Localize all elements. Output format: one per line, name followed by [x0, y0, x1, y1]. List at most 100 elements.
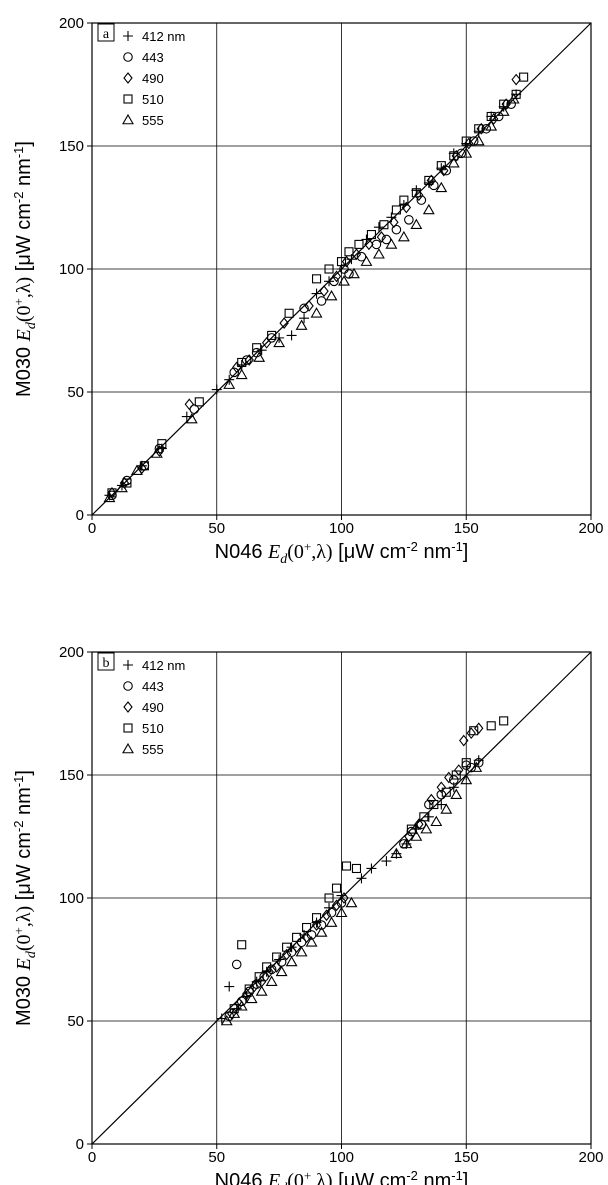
data-point-square: [157, 439, 167, 449]
data-point-triangle: [360, 255, 373, 266]
data-point-square: [262, 962, 272, 972]
data-point-square: [252, 343, 262, 353]
data-point-diamond: [426, 793, 437, 806]
data-point-circle: [506, 99, 516, 109]
panel-tag-box: [97, 652, 115, 671]
data-point-diamond: [184, 398, 195, 411]
data-point-circle: [329, 276, 339, 287]
legend-marker-diamond: [123, 72, 133, 84]
y-tick-label: 100: [59, 261, 84, 278]
data-point-square: [499, 99, 509, 109]
data-point-square: [449, 151, 459, 161]
y-axis-label-part: +: [11, 927, 26, 934]
data-point-square: [474, 124, 484, 134]
data-point-square: [311, 274, 322, 284]
data-point-square: [411, 188, 421, 198]
data-point-triangle: [440, 803, 453, 814]
data-point-circle: [404, 215, 414, 225]
data-point-diamond: [351, 248, 362, 261]
data-point-diamond: [279, 317, 289, 330]
y-axis-label-part: nm: [13, 158, 35, 191]
data-point-square: [461, 136, 471, 146]
data-point-square: [324, 893, 334, 903]
legend-label: 510: [142, 92, 164, 107]
data-point-diamond: [291, 941, 302, 954]
data-point-diamond: [331, 270, 342, 283]
data-point-diamond: [451, 149, 461, 162]
x-axis-label-part: ,λ): [311, 541, 332, 563]
y-tick-label: 200: [59, 644, 84, 661]
legend: 412 nm 443 490 510 555: [122, 658, 185, 757]
data-point-diamond: [304, 300, 314, 312]
x-axis-label: N046 Ed(0+,λ) [μW cm-2 nm-1]: [215, 539, 469, 567]
data-point-square: [244, 984, 254, 994]
data-point-triangle: [410, 830, 423, 841]
data-point-diamond: [311, 919, 322, 931]
data-point-square: [336, 257, 347, 267]
data-point-diamond: [364, 238, 374, 251]
data-point-circle: [306, 930, 317, 940]
data-point-diamond: [439, 164, 449, 177]
data-point-square: [486, 721, 496, 731]
data-point-diamond: [376, 231, 387, 243]
data-point-circle: [416, 819, 427, 830]
data-point-triangle: [295, 319, 308, 330]
data-point-triangle: [305, 936, 318, 947]
data-point-plus: [224, 981, 235, 992]
data-point-diamond: [464, 137, 474, 150]
data-point-plus: [423, 811, 434, 822]
data-points: [216, 716, 509, 1026]
data-point-circle: [441, 165, 452, 176]
data-point-triangle: [472, 134, 485, 146]
data-point-diamond: [341, 255, 352, 268]
y-axis-label-part: (0: [13, 305, 35, 322]
legend-marker-triangle: [122, 113, 134, 125]
data-point-triangle: [470, 761, 483, 772]
data-point-square: [254, 972, 264, 982]
y-axis-label-part: -1: [11, 776, 26, 788]
data-point-triangle: [315, 926, 328, 937]
data-point-triangle: [220, 1014, 233, 1026]
data-point-plus: [261, 966, 272, 977]
data-point-square: [344, 247, 354, 257]
data-point-square: [331, 883, 342, 893]
data-point-square: [354, 239, 364, 249]
data-point-square: [499, 716, 509, 726]
data-point-diamond: [414, 818, 424, 831]
data-point-square: [351, 863, 362, 874]
x-axis-label-part: N046: [215, 541, 268, 563]
data-point-circle: [448, 775, 459, 785]
data-point-circle: [356, 251, 367, 262]
legend-label: 555: [142, 113, 164, 128]
x-axis-label-part: d: [280, 552, 288, 567]
data-point-diamond: [444, 771, 454, 784]
legend-label: 412 nm: [142, 658, 185, 673]
data-point-square: [424, 175, 434, 185]
data-point-plus: [299, 313, 310, 324]
legend-marker-diamond: [123, 701, 133, 713]
x-axis-label-part: ,λ): [311, 1170, 332, 1185]
x-tick-label: 0: [88, 520, 96, 537]
x-tick-label: 50: [208, 1149, 225, 1166]
data-point-triangle: [235, 368, 248, 380]
data-point-circle: [371, 239, 382, 250]
data-point-triangle: [372, 248, 385, 259]
data-point-plus: [381, 856, 392, 867]
data-point-diamond: [404, 830, 414, 843]
x-axis-label-part: N046: [215, 1170, 268, 1185]
data-point-triangle: [348, 267, 360, 279]
data-point-diamond: [426, 174, 437, 187]
data-point-triangle: [265, 975, 278, 986]
data-point-diamond: [319, 285, 329, 298]
data-point-circle: [436, 789, 447, 800]
data-point-square: [419, 812, 429, 822]
data-point-diamond: [244, 354, 254, 366]
data-point-triangle: [228, 1007, 241, 1018]
y-axis-label-part: M030: [13, 341, 35, 397]
data-point-square: [272, 952, 282, 962]
y-axis-label-part: E: [13, 329, 35, 342]
data-point-triangle: [390, 847, 403, 859]
data-point-square: [379, 220, 389, 230]
series-triangle: [220, 761, 483, 1026]
